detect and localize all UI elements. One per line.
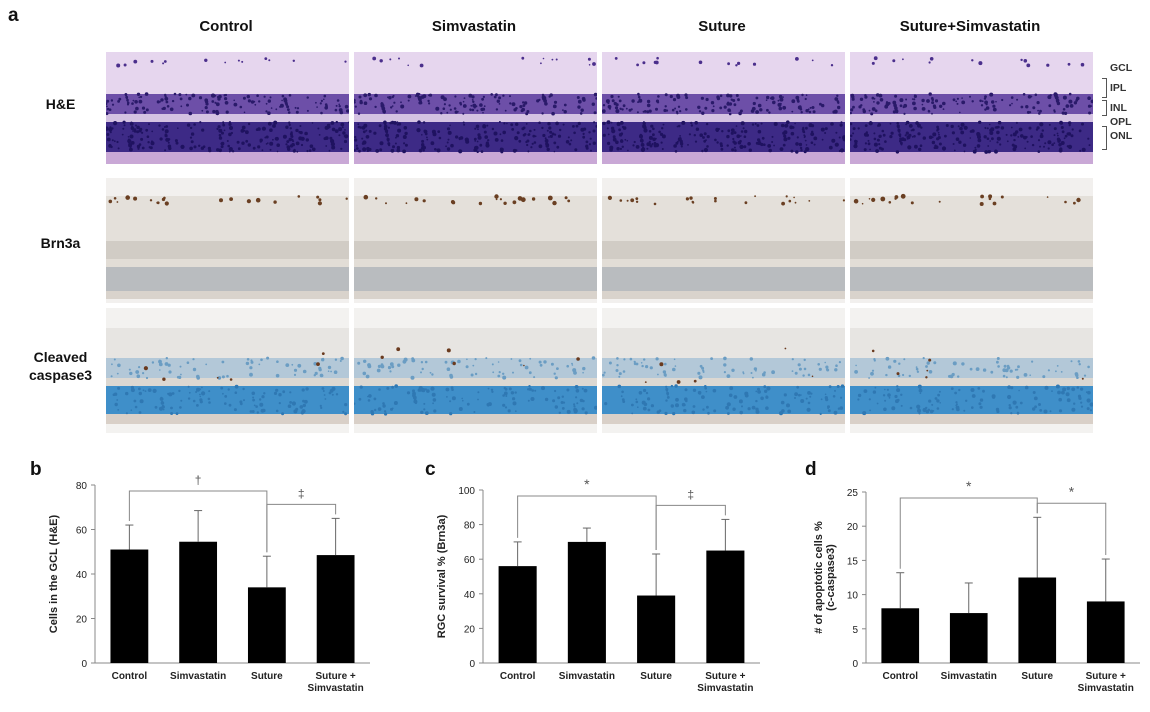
x-category-label-3: Suture + (1086, 671, 1126, 682)
y-axis-label: RGC survival % (Brn3a) (436, 514, 448, 638)
y-tick-label: 5 (852, 625, 858, 636)
layer-label-onl: ONL (1110, 130, 1133, 142)
row-label-line: Cleaved (33, 349, 88, 365)
y-tick-label: 10 (847, 591, 859, 602)
y-tick-label: 80 (76, 481, 88, 492)
panel-letter-a: a (8, 5, 19, 26)
row-label-he: H&E (18, 95, 103, 113)
x-category-label-3: Suture + (705, 671, 745, 682)
x-category-label-3: Suture + (315, 671, 355, 682)
bar-2 (247, 587, 286, 663)
y-axis-label: # of apoptotic cells % (813, 521, 825, 634)
significance-symbol-1: ‡ (298, 486, 305, 500)
micrograph-he-suture (602, 44, 845, 169)
bar-3 (1086, 601, 1125, 663)
micrograph-brn3a-suture (602, 178, 845, 303)
bar-3 (706, 550, 745, 663)
micrograph-he-suture-simvastatin (850, 44, 1093, 169)
layer-label-inl: INL (1110, 102, 1127, 114)
column-title-suture-simvastatin: Suture+Simvastatin (899, 18, 1041, 35)
y-tick-label: 0 (852, 659, 858, 670)
y-tick-label: 25 (847, 488, 859, 499)
y-axis-label: (c-caspase3) (825, 544, 837, 611)
micrograph-brn3a-simvastatin (354, 178, 597, 303)
significance-symbol-0: * (966, 478, 972, 494)
y-tick-label: 60 (464, 555, 476, 566)
chart-c-rgc-survival: c 0 20 40 60 80 100 RGC survival % (Brn3a) Contr… (425, 459, 760, 694)
bar-0 (110, 549, 149, 663)
layer-label-opl: OPL (1110, 116, 1132, 128)
chart-d-apoptotic-cells: d 0 5 10 15 20 25 # of apoptotic cells % (c-casp… (805, 459, 1140, 694)
bracket-inl (1102, 100, 1107, 116)
row-label-line: caspase3 (28, 367, 93, 383)
chart-b-gcl-cells: b 0 20 40 60 80 Cells in the GCL (H&E) Control S… (30, 459, 370, 694)
layer-label-ipl: IPL (1110, 82, 1127, 94)
micrograph-brn3a-control (106, 178, 349, 303)
bar-2 (1018, 577, 1057, 663)
panel-letter-d: d (805, 459, 817, 480)
bar-0 (881, 608, 920, 663)
y-tick-label: 60 (76, 526, 88, 537)
bar-1 (949, 613, 988, 663)
micrograph-he-control (106, 44, 349, 169)
panel-letter-c: c (425, 459, 436, 480)
bracket-onl (1102, 126, 1107, 150)
bracket-ipl (1102, 78, 1107, 98)
y-tick-label: 80 (464, 521, 476, 532)
significance-symbol-0: † (195, 473, 202, 487)
y-tick-label: 15 (847, 556, 859, 567)
x-category-label-1: Simvastatin (941, 671, 997, 682)
x-category-label-0: Control (500, 671, 536, 682)
micrograph-casp-simvastatin (354, 308, 597, 433)
y-tick-label: 0 (81, 659, 87, 670)
x-category-label-1: Simvastatin (170, 671, 226, 682)
micrograph-brn3a-suture-simvastatin (850, 178, 1093, 303)
significance-bracket-0 (899, 497, 1038, 569)
x-category-label-2: Suture (1021, 671, 1053, 682)
retinal-layer-labels: GCL IPL INL OPL ONL (1102, 60, 1150, 150)
micrograph-casp-suture-simvastatin (850, 308, 1093, 433)
significance-symbol-0: * (584, 476, 590, 492)
x-category-label-3: Simvastatin (1078, 683, 1134, 694)
x-category-label-2: Suture (251, 671, 283, 682)
y-tick-label: 40 (76, 570, 88, 581)
y-tick-label: 20 (464, 624, 476, 635)
micrograph-he-simvastatin (354, 44, 597, 169)
y-tick-label: 0 (469, 659, 475, 670)
x-category-label-0: Control (882, 671, 918, 682)
micrograph-casp-control (106, 308, 349, 433)
panel-letter-b: b (30, 459, 42, 480)
significance-bracket-1 (266, 503, 337, 553)
row-label-line: Brn3a (40, 235, 81, 251)
x-category-label-1: Simvastatin (559, 671, 615, 682)
significance-symbol-1: * (1069, 483, 1075, 499)
bar-1 (179, 541, 218, 663)
significance-bracket-1 (1036, 502, 1107, 556)
y-axis-label: Cells in the GCL (H&E) (48, 514, 60, 633)
y-tick-label: 40 (464, 590, 476, 601)
layer-label-gcl: GCL (1110, 62, 1133, 74)
bar-3 (316, 555, 355, 663)
significance-symbol-1: ‡ (687, 487, 694, 501)
column-title-suture: Suture (698, 18, 746, 35)
y-tick-label: 20 (76, 615, 88, 626)
row-label-line: H&E (45, 96, 76, 112)
micrograph-casp-suture (602, 308, 845, 433)
bar-2 (637, 595, 676, 663)
significance-bracket-1 (655, 504, 726, 551)
x-category-label-3: Simvastatin (308, 683, 364, 694)
y-tick-label: 20 (847, 522, 859, 533)
y-tick-label: 100 (458, 486, 475, 497)
bar-0 (498, 566, 537, 663)
bar-1 (567, 541, 606, 663)
column-title-control: Control (199, 18, 253, 35)
column-title-simvastatin: Simvastatin (431, 18, 517, 35)
row-label-brn3a: Brn3a (18, 234, 103, 252)
row-label-caspase: Cleaved caspase3 (18, 348, 103, 384)
x-category-label-0: Control (112, 671, 148, 682)
x-category-label-2: Suture (640, 671, 672, 682)
x-category-label-3: Simvastatin (697, 683, 753, 694)
